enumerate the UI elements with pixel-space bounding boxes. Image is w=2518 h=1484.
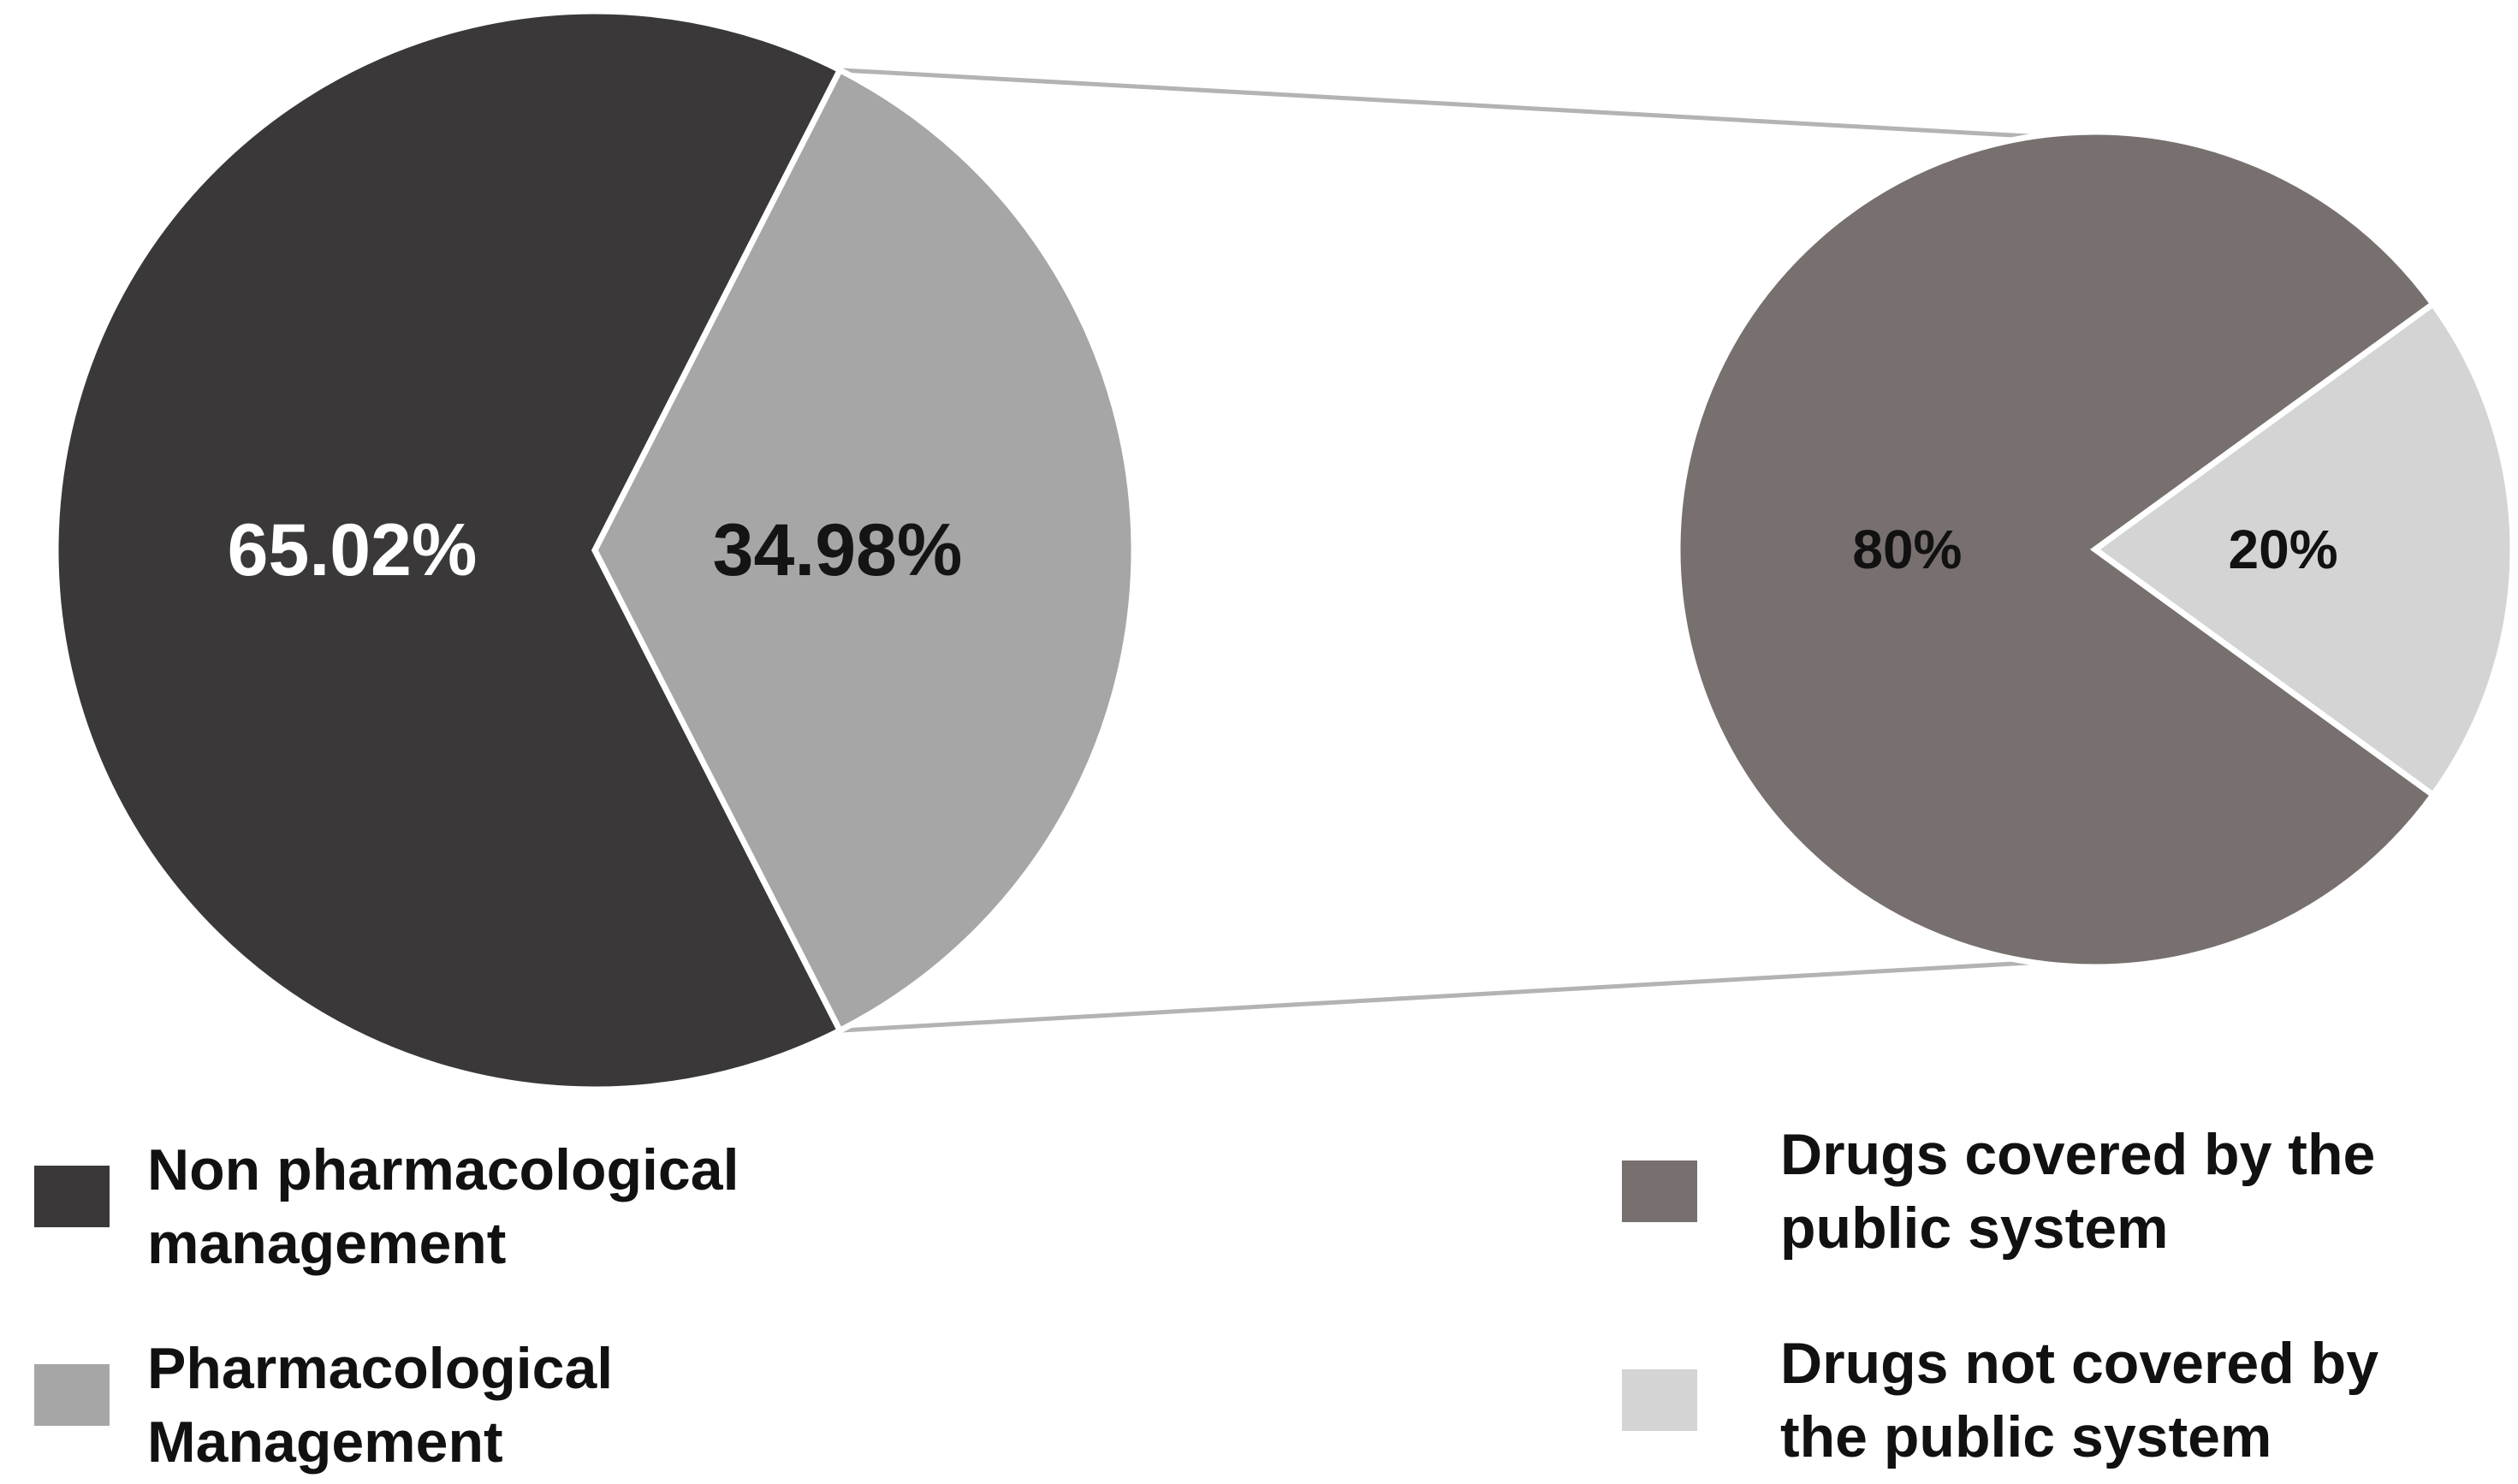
main-legend-swatch-0	[34, 1166, 110, 1227]
main-pie-slice-pharmacological-management	[591, 66, 1137, 1035]
connector-line-top	[840, 68, 2045, 139]
main-legend-label-0: Non pharmacological management	[147, 1137, 739, 1276]
sub-legend-swatch-0	[1622, 1160, 1697, 1222]
main-legend-label-1: Pharmacological Management	[147, 1336, 613, 1475]
sub-pie-slice-drugs-covered-by-the-public-system	[1674, 128, 2438, 971]
sub-pie-data-label-drugs-not-covered-by-the-public-system: 20%	[2229, 519, 2338, 580]
sub-legend-swatch-1	[1622, 1369, 1697, 1431]
main-pie-data-label-non-pharmacological-management: 65.02%	[228, 509, 478, 591]
main-pie-data-label-pharmacological-management: 34.98%	[713, 509, 963, 591]
main-pie-slice-non-pharmacological-management	[52, 8, 845, 1093]
main-legend-swatch-1	[34, 1364, 110, 1426]
connector-line-bottom	[840, 959, 2045, 1033]
sub-legend-label-0: Drugs covered by the public system	[1780, 1122, 2375, 1261]
sub-legend-label-1: Drugs not covered by the public system	[1780, 1331, 2378, 1469]
sub-pie-data-label-drugs-covered-by-the-public-system: 80%	[1852, 519, 1962, 580]
sub-pie-slice-drugs-not-covered-by-the-public-system	[2090, 300, 2516, 799]
